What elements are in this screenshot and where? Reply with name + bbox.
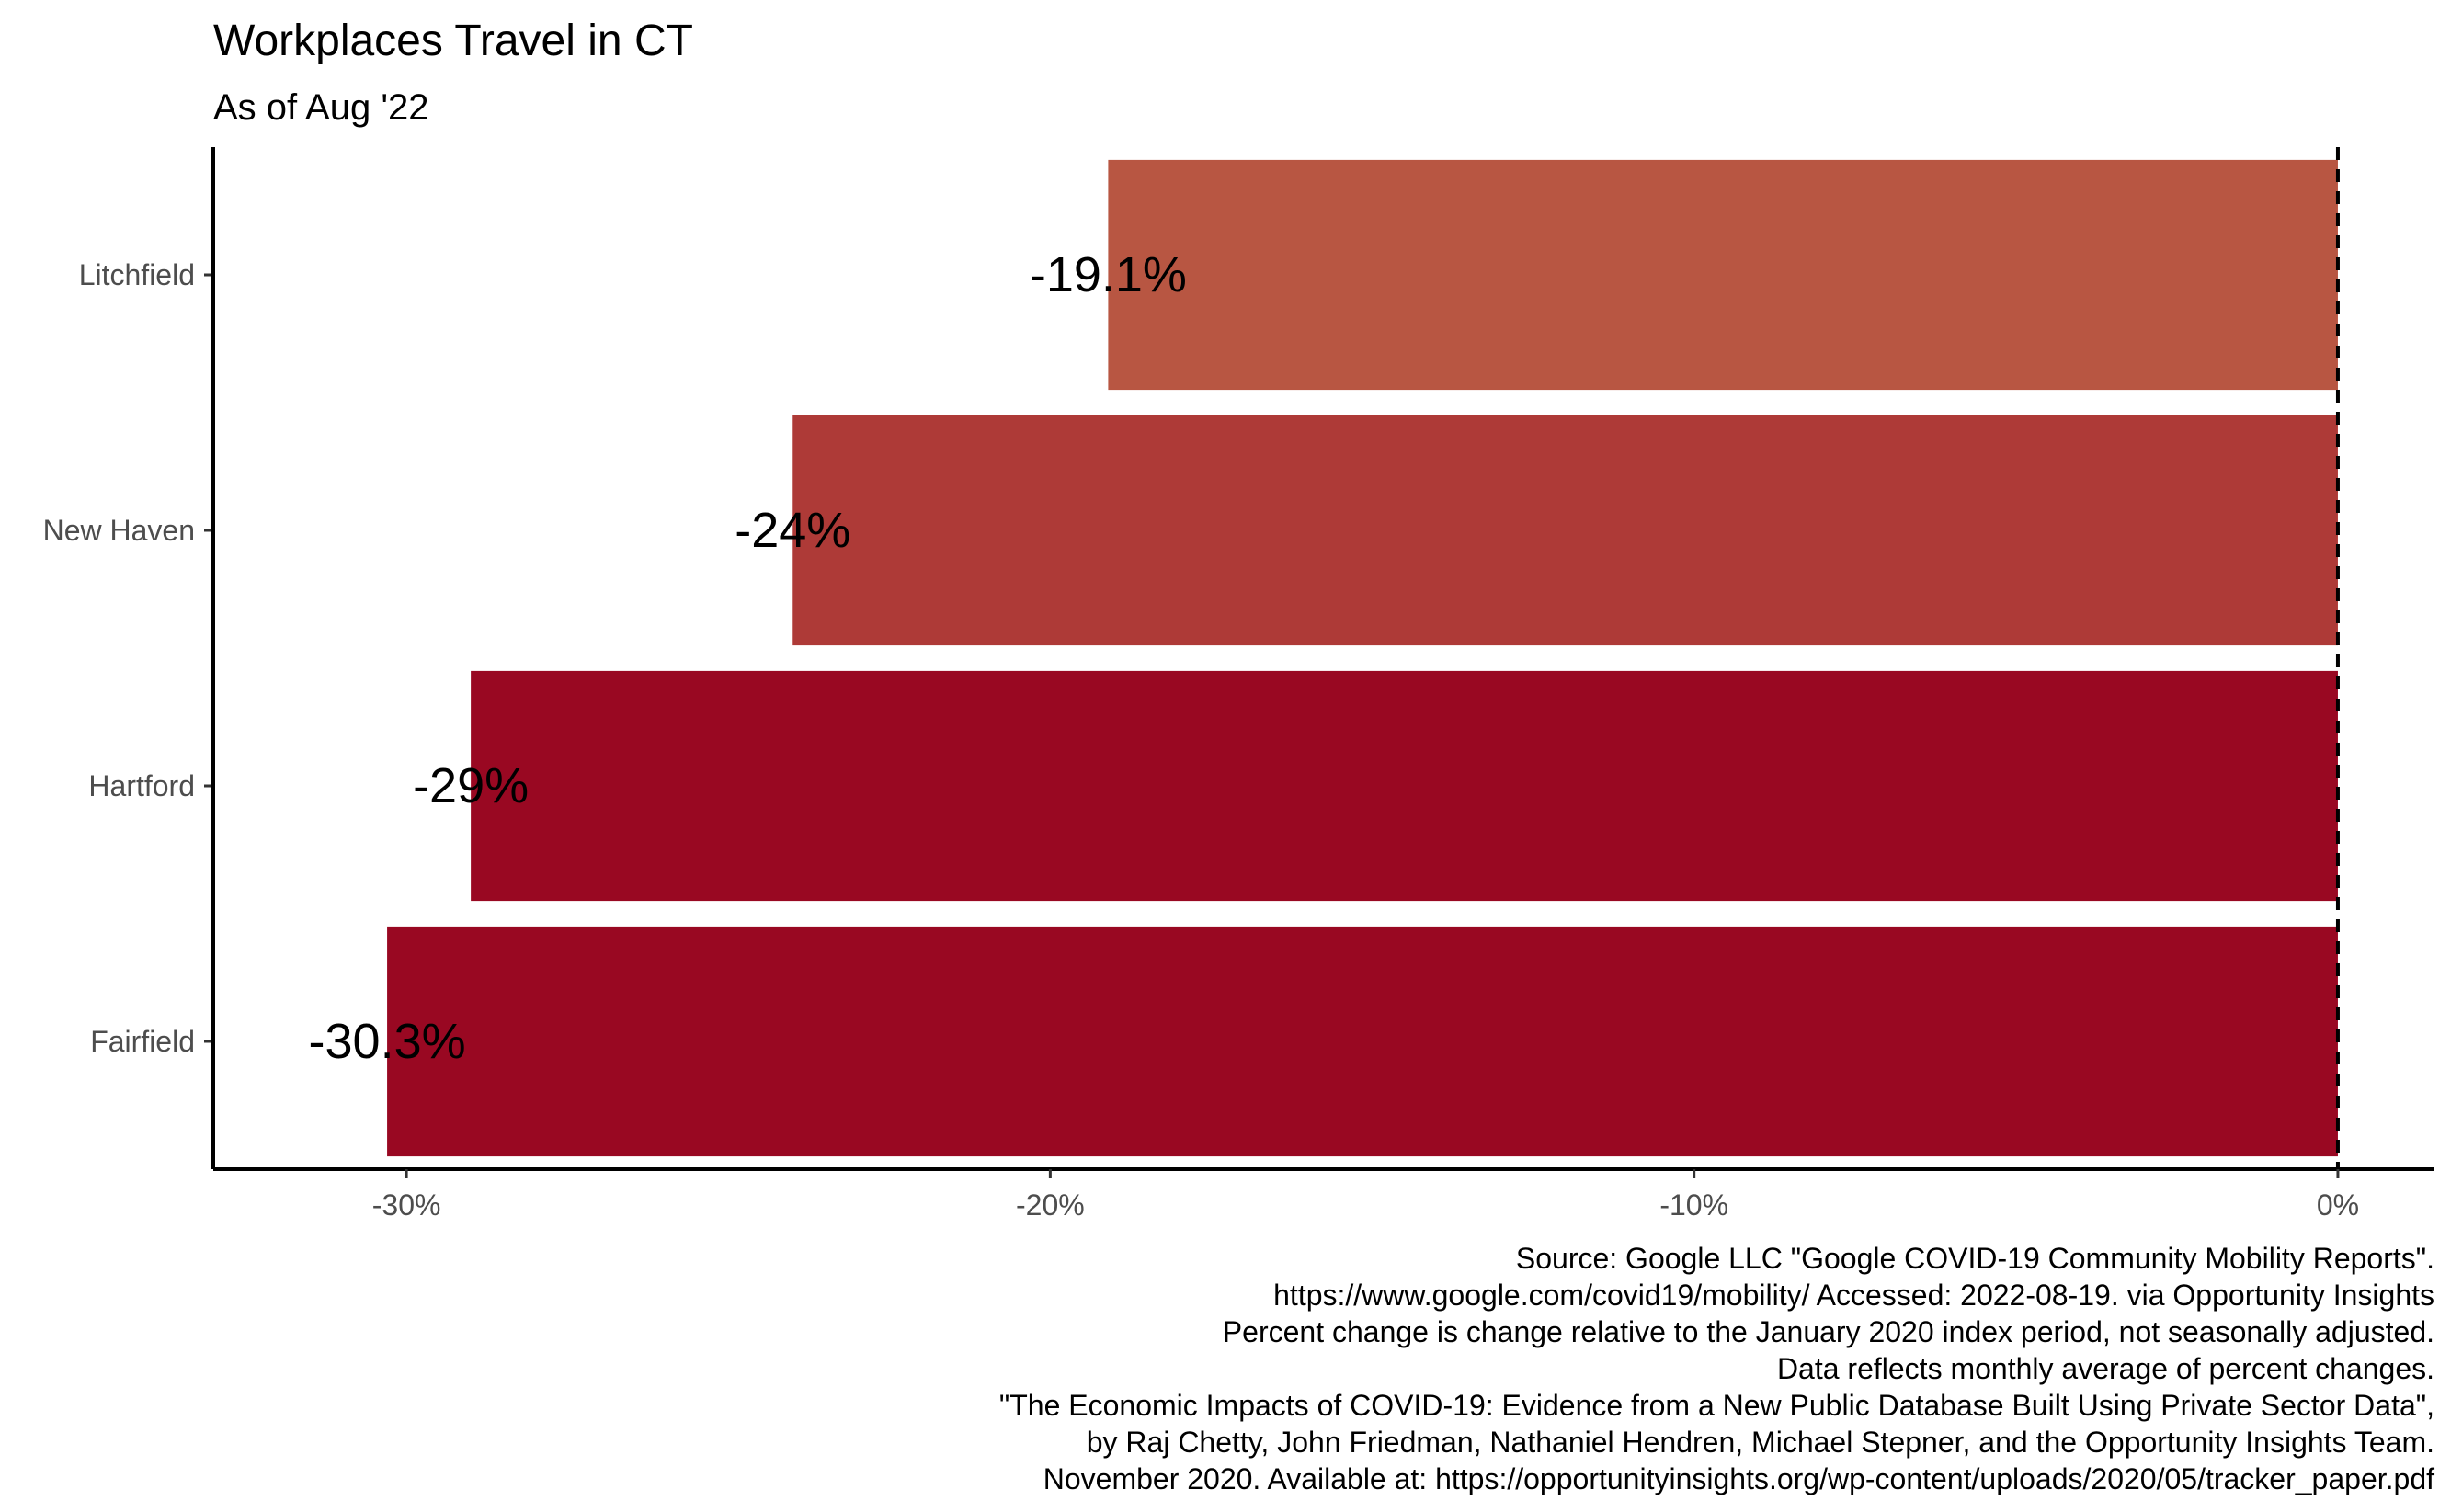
- x-tick-label: -20%: [1016, 1188, 1085, 1222]
- x-tick-label: -30%: [372, 1188, 441, 1222]
- bar-litchfield: [1108, 159, 2338, 391]
- y-tick-label: Hartford: [88, 769, 195, 802]
- x-tick-label: -10%: [1659, 1188, 1728, 1222]
- bar-hartford: [471, 670, 2338, 902]
- caption-line: Source: Google LLC "Google COVID-19 Comm…: [1516, 1242, 2434, 1275]
- caption-line: "The Economic Impacts of COVID-19: Evide…: [999, 1389, 2434, 1422]
- chart-subtitle: As of Aug '22: [213, 87, 428, 128]
- caption-line: https://www.google.com/covid19/mobility/…: [1273, 1279, 2434, 1312]
- plot-area: -19.1% Litchfield -24% New Haven -29% Hartfor…: [43, 147, 2434, 1222]
- caption-line: by Raj Chetty, John Friedman, Nathaniel …: [1087, 1426, 2434, 1459]
- caption-line: Data reflects monthly average of percent…: [1777, 1352, 2434, 1385]
- data-label: -19.1%: [1030, 247, 1187, 302]
- x-tick-label: 0%: [2317, 1188, 2359, 1222]
- y-tick-label: Litchfield: [79, 258, 195, 291]
- chart-title: Workplaces Travel in CT: [213, 17, 693, 65]
- data-label: -24%: [735, 503, 850, 558]
- y-tick-label: New Haven: [43, 514, 195, 547]
- bar-new-haven: [792, 415, 2338, 646]
- data-label: -30.3%: [309, 1014, 466, 1069]
- chart-caption: Source: Google LLC "Google COVID-19 Comm…: [999, 1242, 2434, 1495]
- data-label: -29%: [413, 758, 529, 813]
- caption-line: November 2020. Available at: https://opp…: [1043, 1462, 2434, 1495]
- caption-line: Percent change is change relative to the…: [1223, 1315, 2434, 1348]
- bar-fairfield: [387, 926, 2338, 1157]
- y-tick-label: Fairfield: [90, 1025, 195, 1058]
